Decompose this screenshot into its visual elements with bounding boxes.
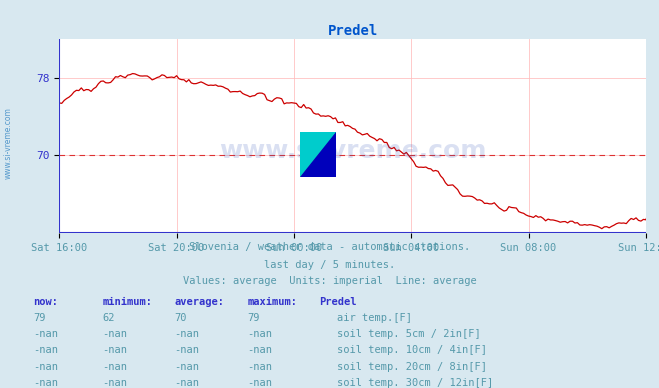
- Text: -nan: -nan: [247, 378, 272, 388]
- Text: -nan: -nan: [102, 329, 127, 339]
- Polygon shape: [300, 132, 336, 177]
- Text: -nan: -nan: [175, 329, 200, 339]
- Text: soil temp. 30cm / 12in[F]: soil temp. 30cm / 12in[F]: [337, 378, 493, 388]
- Text: -nan: -nan: [33, 362, 58, 372]
- Text: -nan: -nan: [33, 329, 58, 339]
- Text: www.si-vreme.com: www.si-vreme.com: [219, 139, 486, 163]
- Text: -nan: -nan: [175, 362, 200, 372]
- Text: -nan: -nan: [247, 329, 272, 339]
- Text: maximum:: maximum:: [247, 296, 297, 307]
- Text: 79: 79: [33, 313, 45, 323]
- Text: Predel: Predel: [320, 296, 357, 307]
- Text: -nan: -nan: [33, 345, 58, 355]
- Text: soil temp. 10cm / 4in[F]: soil temp. 10cm / 4in[F]: [337, 345, 487, 355]
- Text: 70: 70: [175, 313, 187, 323]
- Text: Values: average  Units: imperial  Line: average: Values: average Units: imperial Line: av…: [183, 276, 476, 286]
- Text: -nan: -nan: [247, 345, 272, 355]
- Text: -nan: -nan: [175, 345, 200, 355]
- Text: -nan: -nan: [33, 378, 58, 388]
- Text: soil temp. 5cm / 2in[F]: soil temp. 5cm / 2in[F]: [337, 329, 480, 339]
- Text: www.si-vreme.com: www.si-vreme.com: [3, 107, 13, 180]
- Text: 62: 62: [102, 313, 115, 323]
- Title: Predel: Predel: [328, 24, 378, 38]
- Text: 79: 79: [247, 313, 260, 323]
- Text: minimum:: minimum:: [102, 296, 152, 307]
- Polygon shape: [300, 132, 336, 177]
- Text: soil temp. 20cm / 8in[F]: soil temp. 20cm / 8in[F]: [337, 362, 487, 372]
- Text: -nan: -nan: [102, 378, 127, 388]
- Text: Slovenia / weather data - automatic stations.: Slovenia / weather data - automatic stat…: [189, 242, 470, 252]
- Text: -nan: -nan: [175, 378, 200, 388]
- Text: now:: now:: [33, 296, 58, 307]
- Text: average:: average:: [175, 296, 225, 307]
- Text: -nan: -nan: [102, 362, 127, 372]
- Text: air temp.[F]: air temp.[F]: [337, 313, 412, 323]
- Polygon shape: [300, 132, 336, 177]
- Text: last day / 5 minutes.: last day / 5 minutes.: [264, 260, 395, 270]
- Text: -nan: -nan: [102, 345, 127, 355]
- Text: -nan: -nan: [247, 362, 272, 372]
